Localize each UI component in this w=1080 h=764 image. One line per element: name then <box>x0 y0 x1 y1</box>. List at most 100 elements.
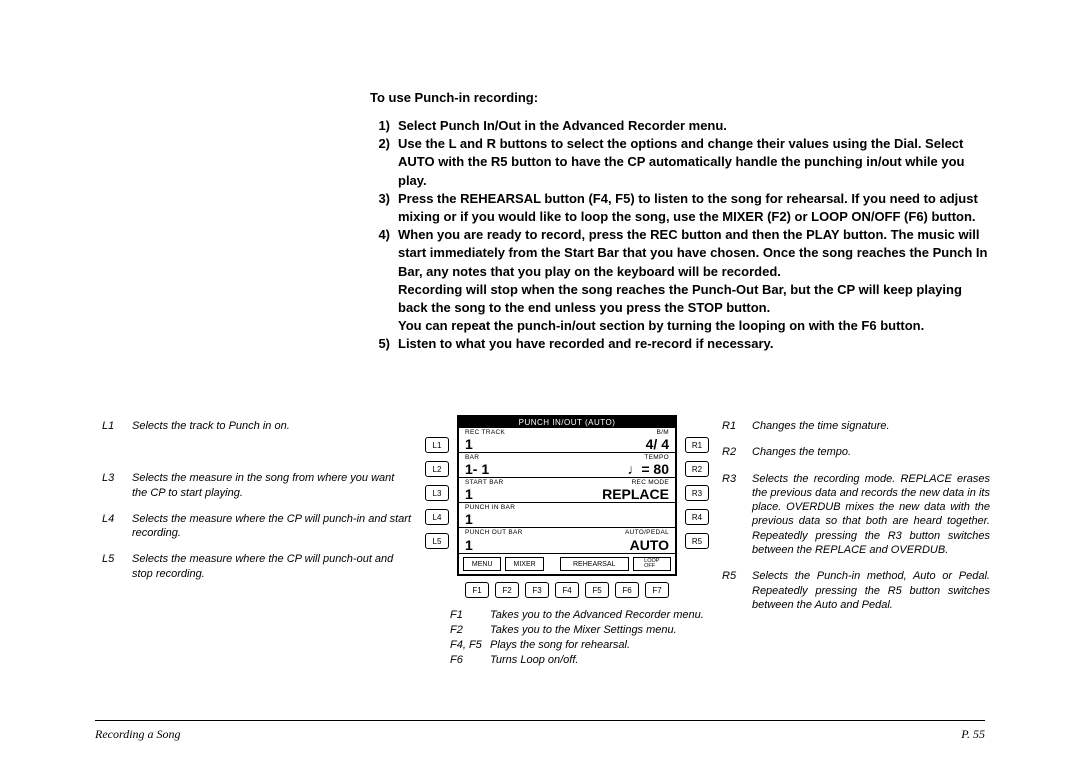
desc-row: L1Selects the track to Punch in on. <box>102 419 412 433</box>
step-row: 2)Use the L and R buttons to select the … <box>370 135 990 190</box>
lcd-label: PUNCH IN BAR <box>465 504 515 511</box>
section-title: To use Punch-in recording: <box>370 90 990 105</box>
page-footer: Recording a Song P. 55 <box>95 727 985 742</box>
lcd-screen: PUNCH IN/OUT (AUTO) REC TRACKB/M14/ 4BAR… <box>457 415 677 576</box>
lcd-label: PUNCH OUT BAR <box>465 529 523 536</box>
hw-button-f3[interactable]: F3 <box>525 582 549 598</box>
lcd-softkey: REHEARSAL <box>560 557 629 571</box>
f-button-descriptions: F1Takes you to the Advanced Recorder men… <box>450 608 730 667</box>
left-side-buttons: L1 L2 L3 L4 L5 <box>425 415 449 549</box>
device-row: L1Selects the track to Punch in on.L3Sel… <box>102 415 990 667</box>
f-button-row: F1 F2 F3 F4 F5 F6 F7 <box>465 582 669 598</box>
step-number: 4) <box>370 226 398 335</box>
step-text: When you are ready to record, press the … <box>398 226 990 335</box>
f-desc-row: F2Takes you to the Mixer Settings menu. <box>450 623 730 638</box>
desc-text: Changes the time signature. <box>752 419 990 433</box>
lcd-softkey-row: MENU MIXER REHEARSAL LOOPOFF <box>459 553 675 574</box>
lcd-value: 1- 1 <box>465 462 489 477</box>
lcd-label: TEMPO <box>644 454 669 461</box>
f-desc-text: Turns Loop on/off. <box>490 653 730 668</box>
lcd-softkey: MIXER <box>505 557 543 571</box>
desc-key: R5 <box>722 569 752 612</box>
desc-key: L3 <box>102 471 132 500</box>
lcd-label: START BAR <box>465 479 503 486</box>
lcd-value: AUTO <box>630 538 669 553</box>
step-row: 3)Press the REHEARSAL button (F4, F5) to… <box>370 190 990 226</box>
step-text: Press the REHEARSAL button (F4, F5) to l… <box>398 190 990 226</box>
step-row: 5)Listen to what you have recorded and r… <box>370 335 990 353</box>
f-desc-row: F1Takes you to the Advanced Recorder men… <box>450 608 730 623</box>
lcd-row: BAR TEMPO 1- 1 ♩= 80 <box>459 453 675 478</box>
lcd-value: 1 <box>465 538 473 553</box>
desc-text: Selects the track to Punch in on. <box>132 419 412 433</box>
desc-key: L5 <box>102 552 132 581</box>
lcd-rows: REC TRACKB/M14/ 4BARTEMPO1- 1♩= 80START … <box>459 428 675 553</box>
hw-button-l4[interactable]: L4 <box>425 509 449 525</box>
desc-row: R2Changes the tempo. <box>722 445 990 459</box>
desc-row: L3Selects the measure in the song from w… <box>102 471 412 500</box>
step-number: 3) <box>370 190 398 226</box>
hw-button-l5[interactable]: L5 <box>425 533 449 549</box>
hw-button-f1[interactable]: F1 <box>465 582 489 598</box>
desc-key: R2 <box>722 445 752 459</box>
f-desc-text: Takes you to the Mixer Settings menu. <box>490 623 730 638</box>
hw-button-r5[interactable]: R5 <box>685 533 709 549</box>
hw-button-l3[interactable]: L3 <box>425 485 449 501</box>
lcd-value: 1 <box>465 437 473 452</box>
f-desc-key: F1 <box>450 608 490 623</box>
right-side-buttons: R1 R2 R3 R4 R5 <box>685 415 709 549</box>
footer-right: P. 55 <box>961 727 985 742</box>
step-number: 5) <box>370 335 398 353</box>
lcd-label: REC TRACK <box>465 429 505 436</box>
lcd-value: REPLACE <box>602 487 669 502</box>
lcd-row: PUNCH IN BAR1 <box>459 503 675 528</box>
desc-row: R3Selects the recording mode. REPLACE er… <box>722 472 990 558</box>
lcd-value: 1 <box>465 512 473 527</box>
desc-row: R1Changes the time signature. <box>722 419 990 433</box>
device-column: L1 L2 L3 L4 L5 PUNCH IN/OUT (AUTO) REC TRACK… <box>412 415 722 667</box>
hw-button-l2[interactable]: L2 <box>425 461 449 477</box>
desc-text: Selects the measure where the CP will pu… <box>132 512 412 541</box>
hw-button-f7[interactable]: F7 <box>645 582 669 598</box>
step-text: Listen to what you have recorded and re-… <box>398 335 990 353</box>
f-desc-row: F4, F5Plays the song for rehearsal. <box>450 638 730 653</box>
f-desc-text: Takes you to the Advanced Recorder menu. <box>490 608 730 623</box>
desc-text: Selects the Punch-in method, Auto or Ped… <box>752 569 990 612</box>
footer-left: Recording a Song <box>95 727 181 742</box>
hw-button-r1[interactable]: R1 <box>685 437 709 453</box>
f-desc-text: Plays the song for rehearsal. <box>490 638 730 653</box>
footer-rule <box>95 720 985 721</box>
hw-button-r4[interactable]: R4 <box>685 509 709 525</box>
lcd-label: AUTO/PEDAL <box>625 529 669 536</box>
desc-key: L4 <box>102 512 132 541</box>
desc-key: R1 <box>722 419 752 433</box>
lcd-softkey: MENU <box>463 557 501 571</box>
lcd-label: BAR <box>465 454 479 461</box>
step-text: Use the L and R buttons to select the op… <box>398 135 990 190</box>
f-desc-row: F6Turns Loop on/off. <box>450 653 730 668</box>
f-desc-key: F6 <box>450 653 490 668</box>
hw-button-f4[interactable]: F4 <box>555 582 579 598</box>
lcd-value: 4/ 4 <box>646 437 669 452</box>
lcd-row: PUNCH OUT BAR AUTO/PEDAL 1 AUTO <box>459 528 675 553</box>
hw-button-f6[interactable]: F6 <box>615 582 639 598</box>
device-wrap: L1 L2 L3 L4 L5 PUNCH IN/OUT (AUTO) REC TRACK… <box>425 415 709 576</box>
instructions-block: To use Punch-in recording: 1)Select Punc… <box>370 90 990 353</box>
hw-button-f5[interactable]: F5 <box>585 582 609 598</box>
desc-row: R5Selects the Punch-in method, Auto or P… <box>722 569 990 612</box>
lcd-label: REC MODE <box>632 479 669 486</box>
step-number: 2) <box>370 135 398 190</box>
lcd-value: ♩= 80 <box>627 462 669 477</box>
lcd-title: PUNCH IN/OUT (AUTO) <box>459 417 675 428</box>
desc-row <box>102 445 412 459</box>
hw-button-f2[interactable]: F2 <box>495 582 519 598</box>
step-list: 1)Select Punch In/Out in the Advanced Re… <box>370 117 990 353</box>
step-number: 1) <box>370 117 398 135</box>
hw-button-l1[interactable]: L1 <box>425 437 449 453</box>
hw-button-r2[interactable]: R2 <box>685 461 709 477</box>
lcd-row: START BARREC MODE1REPLACE <box>459 478 675 503</box>
hw-button-r3[interactable]: R3 <box>685 485 709 501</box>
desc-row: L4Selects the measure where the CP will … <box>102 512 412 541</box>
lcd-row: REC TRACKB/M14/ 4 <box>459 428 675 453</box>
lcd-softkey: LOOPOFF <box>633 557 671 571</box>
